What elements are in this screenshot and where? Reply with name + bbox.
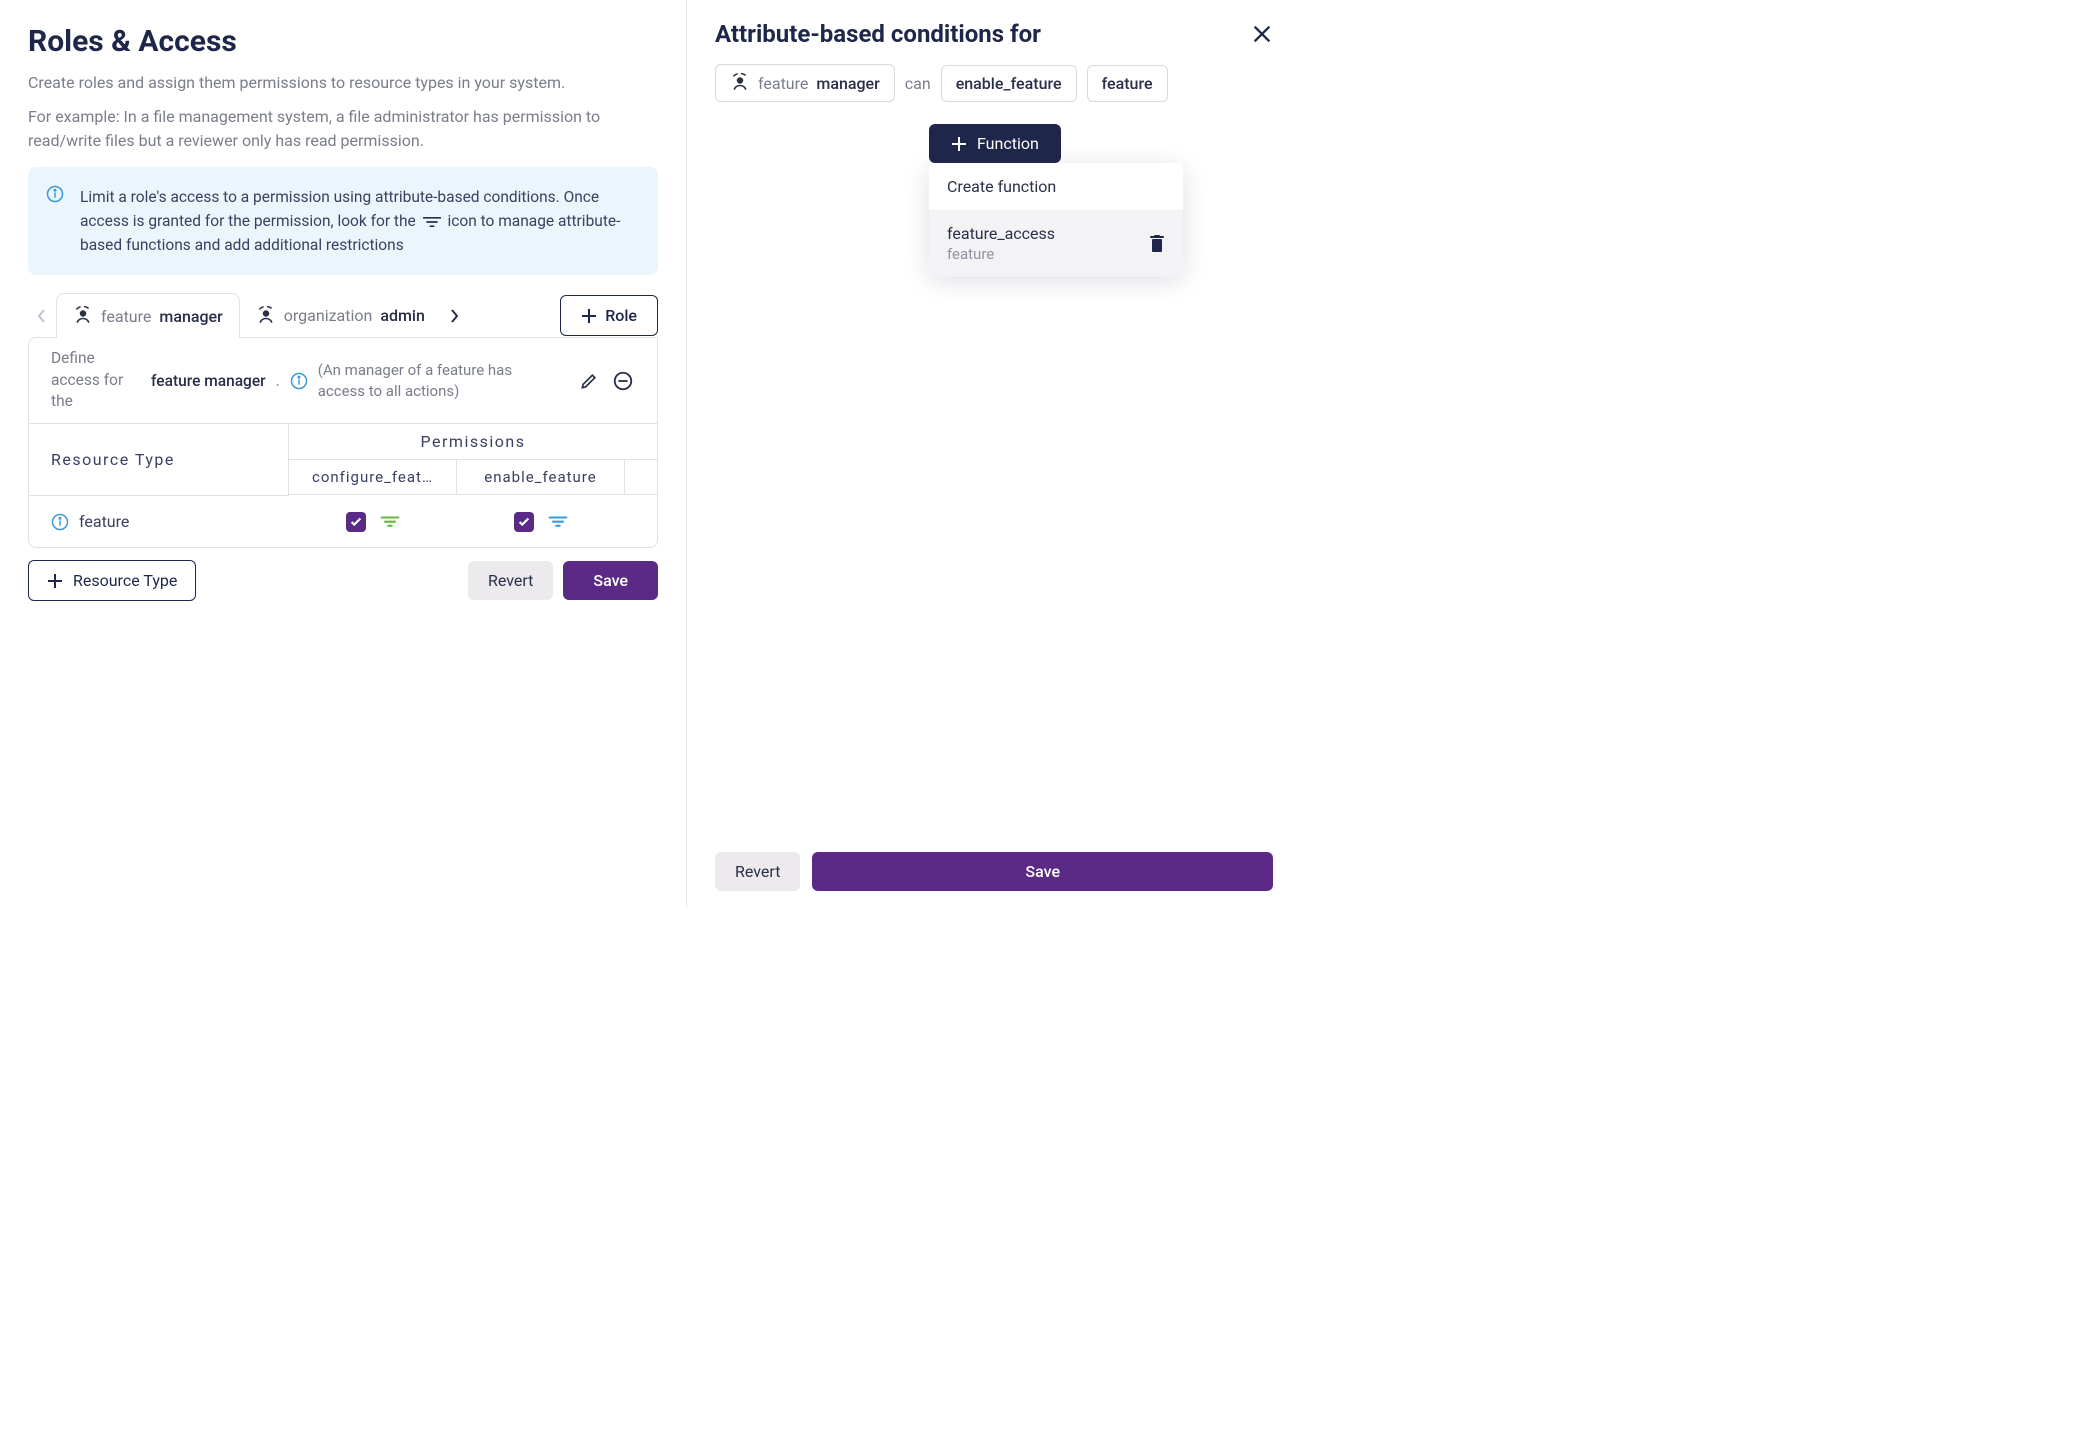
- page-title: Roles & Access: [28, 24, 658, 59]
- filter-icon: [422, 215, 442, 229]
- function-dropdown: Create function feature_access feature: [929, 163, 1183, 277]
- revert-button[interactable]: Revert: [468, 561, 553, 600]
- trash-icon[interactable]: [1149, 235, 1165, 253]
- function-sub: feature: [947, 245, 1055, 263]
- left-actions: Resource Type Revert Save: [28, 560, 658, 601]
- revert-button[interactable]: Revert: [715, 852, 800, 891]
- table-row: feature: [29, 496, 657, 547]
- th-permissions: Permissions: [289, 424, 657, 460]
- info-callout: Limit a role's access to a permission us…: [28, 167, 658, 275]
- tab-feature-manager[interactable]: feature manager: [56, 293, 240, 338]
- perm-checkbox-enable[interactable]: [514, 512, 534, 532]
- tab-prefix: feature: [101, 307, 151, 326]
- page-desc-1: Create roles and assign them permissions…: [28, 71, 658, 95]
- save-button[interactable]: Save: [563, 561, 658, 600]
- create-function-item[interactable]: Create function: [929, 163, 1183, 210]
- perm-col-configure: configure_feat…: [289, 460, 457, 495]
- close-icon[interactable]: [1251, 23, 1273, 45]
- condition-chips: feature manager can enable_feature featu…: [715, 64, 1273, 102]
- conditions-title: Attribute-based conditions for: [715, 20, 1041, 48]
- edit-icon[interactable]: [577, 369, 601, 393]
- add-resource-label: Resource Type: [73, 571, 177, 590]
- role-chip-prefix: feature: [758, 74, 808, 93]
- conditions-panel: Attribute-based conditions for feature m…: [686, 0, 1301, 907]
- page-desc-2: For example: In a file management system…: [28, 105, 658, 153]
- tab-prefix: organization: [284, 306, 373, 325]
- create-function-label: Create function: [947, 177, 1056, 196]
- function-item-feature-access[interactable]: feature_access feature: [929, 210, 1183, 277]
- tab-suffix: manager: [159, 307, 222, 326]
- define-hint: (An manager of a feature has access to a…: [318, 360, 518, 401]
- perm-col-enable: enable_feature: [457, 460, 625, 495]
- role-icon: [730, 73, 750, 93]
- permissions-table: Resource Type Permissions configure_feat…: [29, 424, 657, 547]
- tabs-prev[interactable]: [28, 296, 56, 336]
- tabs-next[interactable]: [440, 296, 468, 336]
- save-button[interactable]: Save: [812, 852, 1273, 891]
- filter-icon[interactable]: [380, 514, 400, 530]
- info-icon: [290, 372, 308, 390]
- roles-panel: Roles & Access Create roles and assign t…: [0, 0, 686, 907]
- add-resource-button[interactable]: Resource Type: [28, 560, 196, 601]
- resource-chip[interactable]: feature: [1087, 65, 1168, 102]
- role-detail-box: Define access for the feature manager. (…: [28, 337, 658, 548]
- info-icon: [46, 185, 64, 203]
- add-role-button[interactable]: Role: [560, 295, 658, 336]
- role-chip-suffix: manager: [816, 74, 879, 93]
- tabs-row: feature manager organization admin Role: [28, 293, 658, 338]
- function-name: feature_access: [947, 224, 1055, 243]
- info-icon[interactable]: [51, 513, 69, 531]
- define-role: feature manager: [151, 372, 266, 390]
- tab-suffix: admin: [380, 306, 425, 325]
- define-lead: Define access for the: [51, 348, 141, 413]
- permission-chip[interactable]: enable_feature: [941, 65, 1077, 102]
- resource-name: feature: [79, 512, 129, 531]
- define-header: Define access for the feature manager. (…: [29, 338, 657, 424]
- perm-checkbox-configure[interactable]: [346, 512, 366, 532]
- filter-icon[interactable]: [548, 514, 568, 530]
- role-chip[interactable]: feature manager: [715, 64, 895, 102]
- remove-icon[interactable]: [611, 369, 635, 393]
- can-label: can: [905, 74, 931, 93]
- perm-col-extra: [625, 460, 657, 495]
- role-icon: [73, 306, 93, 326]
- permission-chip-label: enable_feature: [956, 74, 1062, 93]
- conditions-footer: Revert Save: [687, 840, 1301, 907]
- role-icon: [256, 306, 276, 326]
- function-btn-label: Function: [977, 134, 1039, 153]
- add-role-label: Role: [605, 306, 637, 325]
- resource-chip-label: feature: [1102, 74, 1153, 93]
- th-resource-type: Resource Type: [29, 424, 289, 496]
- tab-organization-admin[interactable]: organization admin: [240, 294, 440, 338]
- add-function-button[interactable]: Function: [929, 124, 1061, 163]
